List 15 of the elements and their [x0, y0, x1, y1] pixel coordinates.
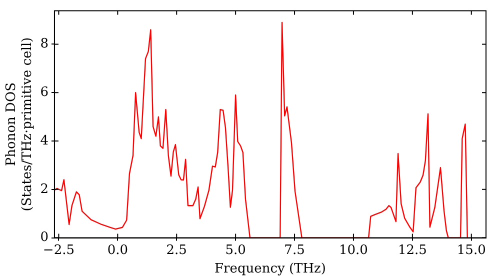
y-tick-label: 2	[40, 182, 48, 197]
x-tick-label: 0.0	[107, 242, 128, 258]
x-tick-label: 12.5	[398, 242, 427, 258]
x-axis-title: Frequency (THz)	[214, 262, 326, 277]
y-tick-label: 0	[40, 230, 48, 246]
y-tick-label: 8	[40, 36, 48, 52]
y-tick-label: 4	[40, 133, 48, 148]
x-tick-label: 10.0	[339, 242, 368, 258]
x-tick-label: 5.0	[225, 242, 246, 258]
x-tick-label: 15.0	[456, 242, 486, 258]
x-tick-label: −2.5	[42, 242, 75, 258]
x-tick-label: 2.5	[166, 242, 187, 258]
x-tick-label: 7.5	[284, 242, 305, 258]
y-axis-title: Phonon DOS (States/THz·primitive cell)	[4, 37, 35, 212]
y-tick-label: 6	[40, 84, 48, 100]
